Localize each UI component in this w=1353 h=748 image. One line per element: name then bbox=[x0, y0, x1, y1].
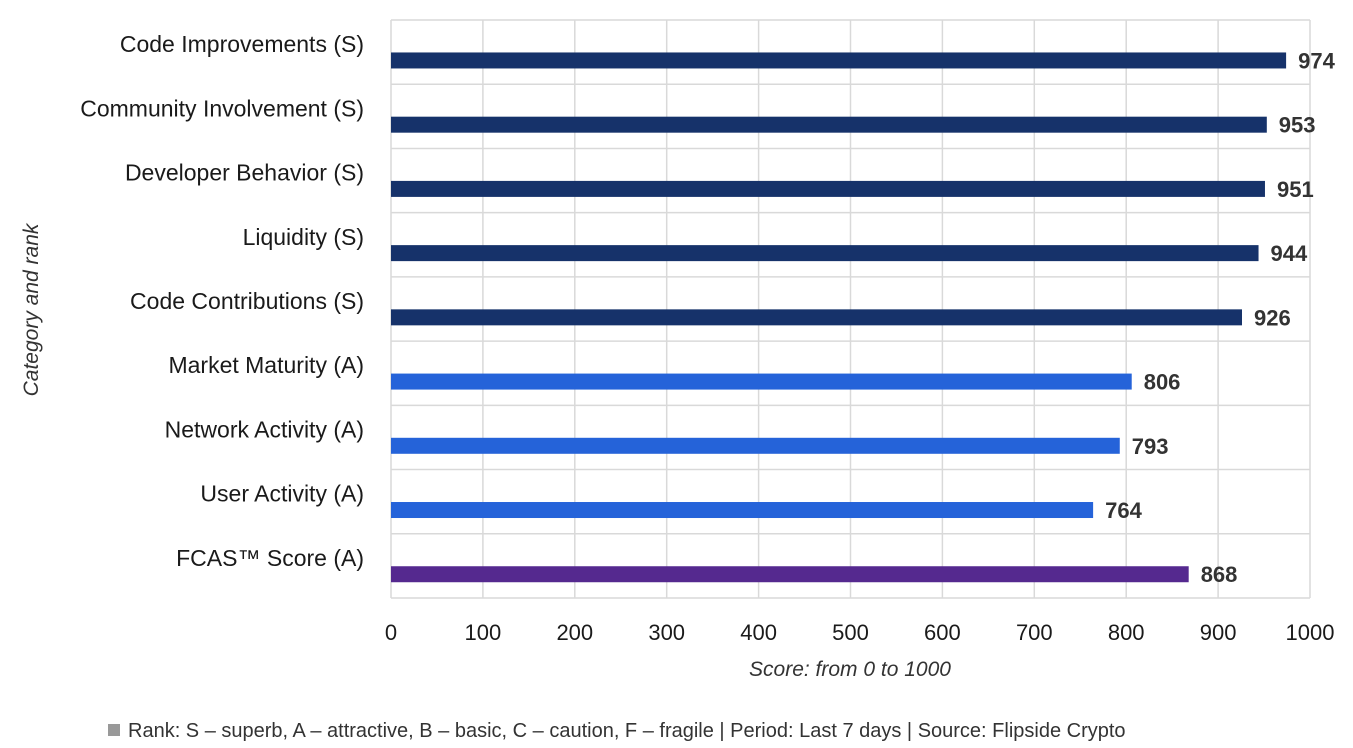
gridlines bbox=[390, 19, 1311, 599]
x-tick-label: 0 bbox=[385, 620, 397, 645]
bar bbox=[391, 437, 1120, 454]
category-label: Market Maturity (A) bbox=[168, 352, 364, 378]
x-tick-label: 600 bbox=[924, 620, 961, 645]
value-label: 764 bbox=[1105, 498, 1142, 523]
value-label: 926 bbox=[1254, 305, 1291, 330]
bar bbox=[391, 502, 1094, 519]
footnote-text: Rank: S – superb, A – attractive, B – ba… bbox=[128, 720, 1126, 742]
category-labels: Code Improvements (S) Community Involveme… bbox=[80, 31, 364, 571]
x-axis-title: Score: from 0 to 1000 bbox=[749, 658, 951, 681]
footnote-marker-icon bbox=[108, 724, 120, 736]
y-axis-title: Category and rank bbox=[20, 222, 43, 396]
x-tick-label: 900 bbox=[1200, 620, 1237, 645]
value-label: 793 bbox=[1132, 434, 1169, 459]
value-label: 944 bbox=[1271, 241, 1308, 266]
bar bbox=[391, 52, 1287, 69]
category-label: User Activity (A) bbox=[200, 481, 364, 507]
value-label: 951 bbox=[1277, 177, 1314, 202]
bar bbox=[391, 245, 1259, 262]
x-tick-label: 700 bbox=[1016, 620, 1053, 645]
category-label: Code Improvements (S) bbox=[120, 31, 364, 57]
category-label: Community Involvement (S) bbox=[80, 95, 364, 121]
bar bbox=[391, 309, 1242, 326]
x-tick-label: 1000 bbox=[1286, 620, 1335, 645]
value-label: 953 bbox=[1279, 113, 1316, 138]
bar bbox=[391, 373, 1132, 390]
category-label: Liquidity (S) bbox=[243, 224, 364, 250]
x-tick-label: 400 bbox=[740, 620, 777, 645]
bar bbox=[391, 116, 1267, 133]
chart-footnote: Rank: S – superb, A – attractive, B – ba… bbox=[108, 720, 1126, 743]
x-tick-labels: 0 100 200 300 400 500 600 700 800 900 1000 bbox=[385, 620, 1335, 645]
category-label: Network Activity (A) bbox=[165, 416, 364, 442]
value-label: 974 bbox=[1298, 48, 1335, 73]
category-label: Developer Behavior (S) bbox=[125, 160, 364, 186]
bar bbox=[391, 180, 1265, 197]
value-label: 868 bbox=[1201, 562, 1238, 587]
bar bbox=[391, 566, 1189, 583]
category-label: Code Contributions (S) bbox=[130, 288, 364, 314]
x-tick-label: 100 bbox=[465, 620, 502, 645]
value-label: 806 bbox=[1144, 370, 1181, 395]
x-tick-label: 200 bbox=[556, 620, 593, 645]
bars bbox=[391, 52, 1287, 583]
category-label: FCAS™ Score (A) bbox=[176, 545, 364, 571]
x-tick-label: 800 bbox=[1108, 620, 1145, 645]
x-tick-label: 500 bbox=[832, 620, 869, 645]
value-labels: 974 953 951 944 926 806 793 764 868 bbox=[1105, 48, 1335, 587]
x-tick-label: 300 bbox=[648, 620, 685, 645]
